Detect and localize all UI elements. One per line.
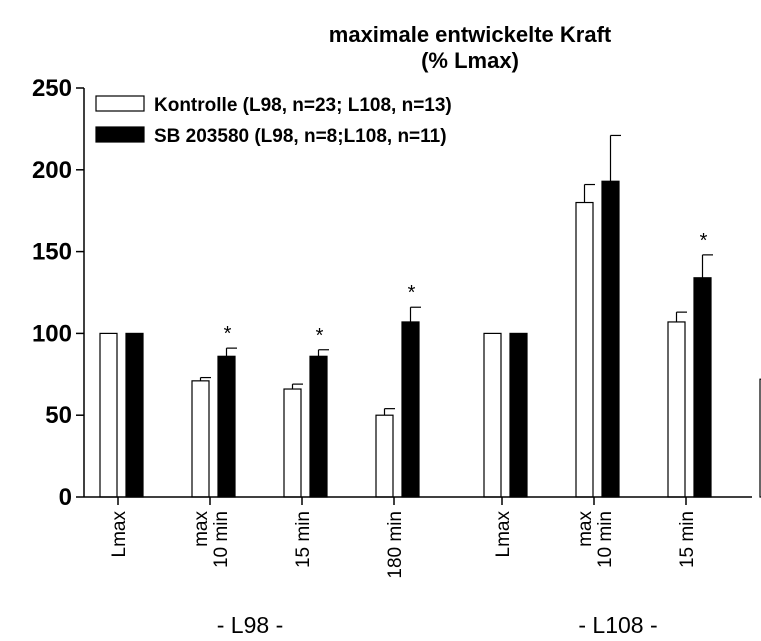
legend-swatch-sb203580 [95,126,145,143]
x-axis: Lmax max 10 min 15 min 180 min Lmax max 10 min 1… [84,496,752,638]
x-category-label: 10 min [595,511,616,568]
significance-marker: * [224,323,232,345]
legend-label-kontrolle: Kontrolle (L98, n=23; L108, n=13) [154,95,452,116]
y-tick-label: 250 [32,75,72,102]
x-category-label: 10 min [211,511,232,568]
bar-kontrolle [283,388,302,498]
bar-sb203580 [693,277,712,498]
bar-sb203580 [601,180,620,498]
x-category-label: 15 min [677,511,698,568]
x-category-label: Lmax [493,511,514,558]
bar-sb203580 [401,321,420,498]
legend-swatch-kontrolle [95,95,145,112]
legend: Kontrolle (L98, n=23; L108, n=13) SB 203… [95,95,452,147]
x-category-label: max [575,511,596,547]
bars: ***** [99,134,761,498]
x-category-label: Lmax [109,511,130,558]
bar-kontrolle [575,201,594,498]
chart-title-line-2: (% Lmax) [421,48,519,73]
bar-kontrolle [483,332,502,498]
y-axis: 0 50 100 150 200 250 [32,75,85,511]
bar-kontrolle [191,380,210,498]
bar-sb203580 [125,332,144,498]
chart-title-line-1: maximale entwickelte Kraft [329,22,612,47]
y-tick-label: 200 [32,157,72,184]
significance-marker: * [316,325,324,347]
x-category-label: 15 min [293,511,314,568]
y-tick-label: 0 [59,484,72,511]
significance-marker: * [700,230,708,252]
bar-kontrolle [667,321,686,498]
bar-sb203580 [217,355,236,498]
x-category-label: max [191,511,212,547]
bar-sb203580 [509,332,528,498]
significance-marker: * [408,282,416,304]
bar-kontrolle [375,414,394,498]
group-label-l98: - L98 - [217,612,283,638]
bar-kontrolle [99,332,118,498]
y-tick-label: 100 [32,320,72,347]
group-label-l108: - L108 - [578,612,657,638]
bar-sb203580 [309,355,328,498]
x-category-label: 180 min [385,511,406,579]
legend-label-sb203580: SB 203580 (L98, n=8;L108, n=11) [154,126,447,147]
y-tick-label: 150 [32,239,72,266]
y-tick-label: 50 [45,402,72,429]
